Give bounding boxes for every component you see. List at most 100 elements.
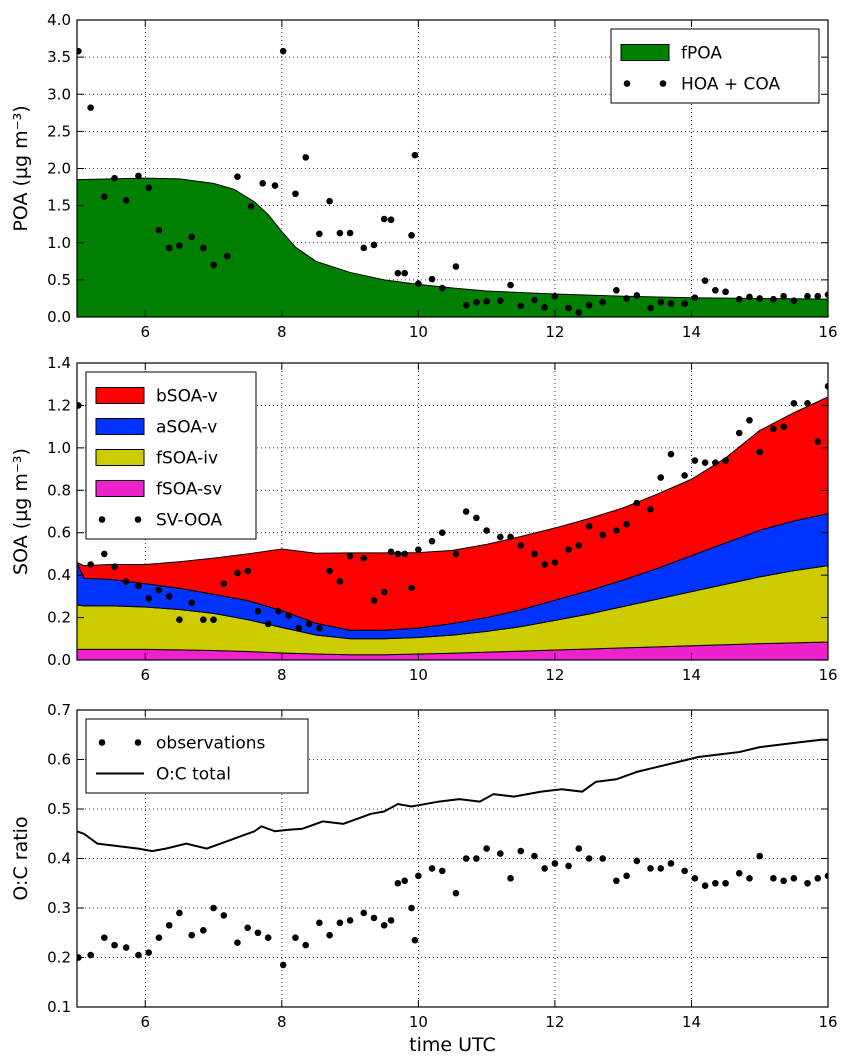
scatter-point — [746, 293, 753, 301]
scatter-point — [155, 226, 163, 234]
scatter-point — [575, 309, 583, 316]
scatter-point — [165, 922, 173, 929]
scatter-point — [531, 296, 538, 304]
x-tick-label: 6 — [140, 1013, 150, 1031]
scatter-point — [247, 203, 255, 210]
legend-label: fPOA — [681, 44, 722, 64]
scatter-point — [565, 304, 572, 312]
x-tick-label: 12 — [545, 323, 564, 341]
y-tick-label: 1.5 — [47, 197, 71, 215]
y-tick-label: 0.6 — [47, 751, 71, 769]
y-tick-label: 1.0 — [47, 439, 71, 457]
scatter-point — [336, 578, 344, 585]
scatter-point — [411, 151, 419, 159]
scatter-point — [746, 875, 753, 882]
scatter-point — [462, 301, 470, 309]
scatter-point — [275, 607, 282, 615]
scatter-point — [575, 542, 583, 549]
scatter-point — [122, 578, 130, 585]
legend-marker — [659, 80, 667, 87]
scatter-point — [814, 875, 822, 882]
y-tick-label: 1.2 — [47, 396, 71, 414]
y-tick-label: 1.4 — [47, 354, 71, 372]
scatter-point — [244, 924, 251, 932]
scatter-point — [575, 845, 583, 852]
scatter-point — [681, 867, 688, 875]
scatter-point — [657, 865, 665, 872]
scatter-point — [101, 193, 108, 201]
x-tick-label: 16 — [818, 1013, 837, 1031]
scatter-point — [790, 875, 798, 882]
scatter-point — [756, 295, 764, 302]
y-tick-label: 4.0 — [47, 11, 71, 29]
scatter-point — [387, 917, 395, 924]
scatter-point — [804, 292, 811, 300]
panel-1: 6 8 10 12 14 16 0.0 0.5 1.0 1.5 2.0 2.5 3.0 3.5 4.0 POA… — [10, 11, 838, 341]
legend-box — [610, 28, 820, 104]
scatter-point — [507, 281, 514, 289]
scatter-point — [111, 563, 118, 570]
scatter-point — [551, 860, 559, 867]
scatter-point — [101, 934, 108, 941]
scatter-point — [122, 197, 130, 204]
scatter-point — [623, 872, 630, 880]
scatter-point — [722, 457, 729, 464]
scatter-point — [188, 233, 195, 241]
scatter-point — [111, 174, 118, 182]
y-tick-label: 3.0 — [47, 85, 71, 103]
scatter-point — [712, 879, 719, 887]
scatter-point — [473, 855, 480, 862]
scatter-point — [401, 550, 409, 558]
scatter-point — [176, 242, 183, 250]
scatter-point — [428, 537, 436, 545]
scatter-point — [507, 533, 514, 541]
y-tick-label: 3.5 — [47, 48, 71, 66]
scatter-point — [259, 180, 267, 187]
scatter-point — [824, 383, 828, 390]
scatter-point — [473, 514, 480, 522]
scatter-point — [585, 523, 593, 530]
scatter-point — [531, 852, 538, 860]
scatter-point — [585, 855, 593, 862]
scatter-point — [408, 904, 415, 912]
scatter-point — [264, 934, 272, 941]
scatter-point — [473, 298, 480, 306]
scatter-point — [438, 284, 446, 292]
scatter-point — [452, 263, 460, 270]
scatter-point — [541, 561, 548, 568]
scatter-point — [326, 567, 333, 575]
legend-box — [85, 718, 309, 794]
y-tick-label: 2.5 — [47, 122, 71, 140]
scatter-point — [200, 926, 207, 934]
scatter-point — [210, 904, 217, 912]
scatter-point — [438, 529, 446, 537]
scatter-point — [452, 550, 460, 558]
panel-3: 6 8 10 12 14 16 0.1 0.2 0.3 0.4 0.5 0.6 0.7 O:C ratio… — [10, 701, 838, 1056]
scatter-point — [370, 597, 378, 604]
x-axis-label: time UTC — [409, 1034, 496, 1056]
y-tick-label: 0.6 — [47, 524, 71, 542]
scatter-point — [647, 865, 654, 872]
scatter-point — [507, 875, 514, 882]
scatter-point — [770, 425, 777, 433]
scatter-point — [254, 929, 262, 937]
scatter-point — [244, 567, 251, 575]
scatter-point — [541, 304, 548, 311]
scatter-point — [667, 300, 675, 307]
scatter-point — [223, 252, 231, 260]
scatter-point — [623, 520, 630, 528]
y-tick-label: 0.4 — [47, 850, 71, 868]
scatter-point — [401, 269, 409, 277]
scatter-point — [302, 941, 310, 949]
legend-swatch-fPOA — [620, 44, 670, 61]
scatter-point — [735, 429, 743, 437]
scatter-point — [87, 951, 94, 959]
legend-marker — [134, 516, 142, 523]
scatter-point — [551, 559, 559, 566]
legend-marker — [98, 739, 106, 746]
y-axis-label: POA (µg m⁻³) — [10, 105, 32, 231]
scatter-point — [756, 448, 764, 456]
scatter-point — [681, 300, 688, 307]
scatter-point — [210, 261, 217, 269]
scatter-point — [483, 527, 490, 534]
